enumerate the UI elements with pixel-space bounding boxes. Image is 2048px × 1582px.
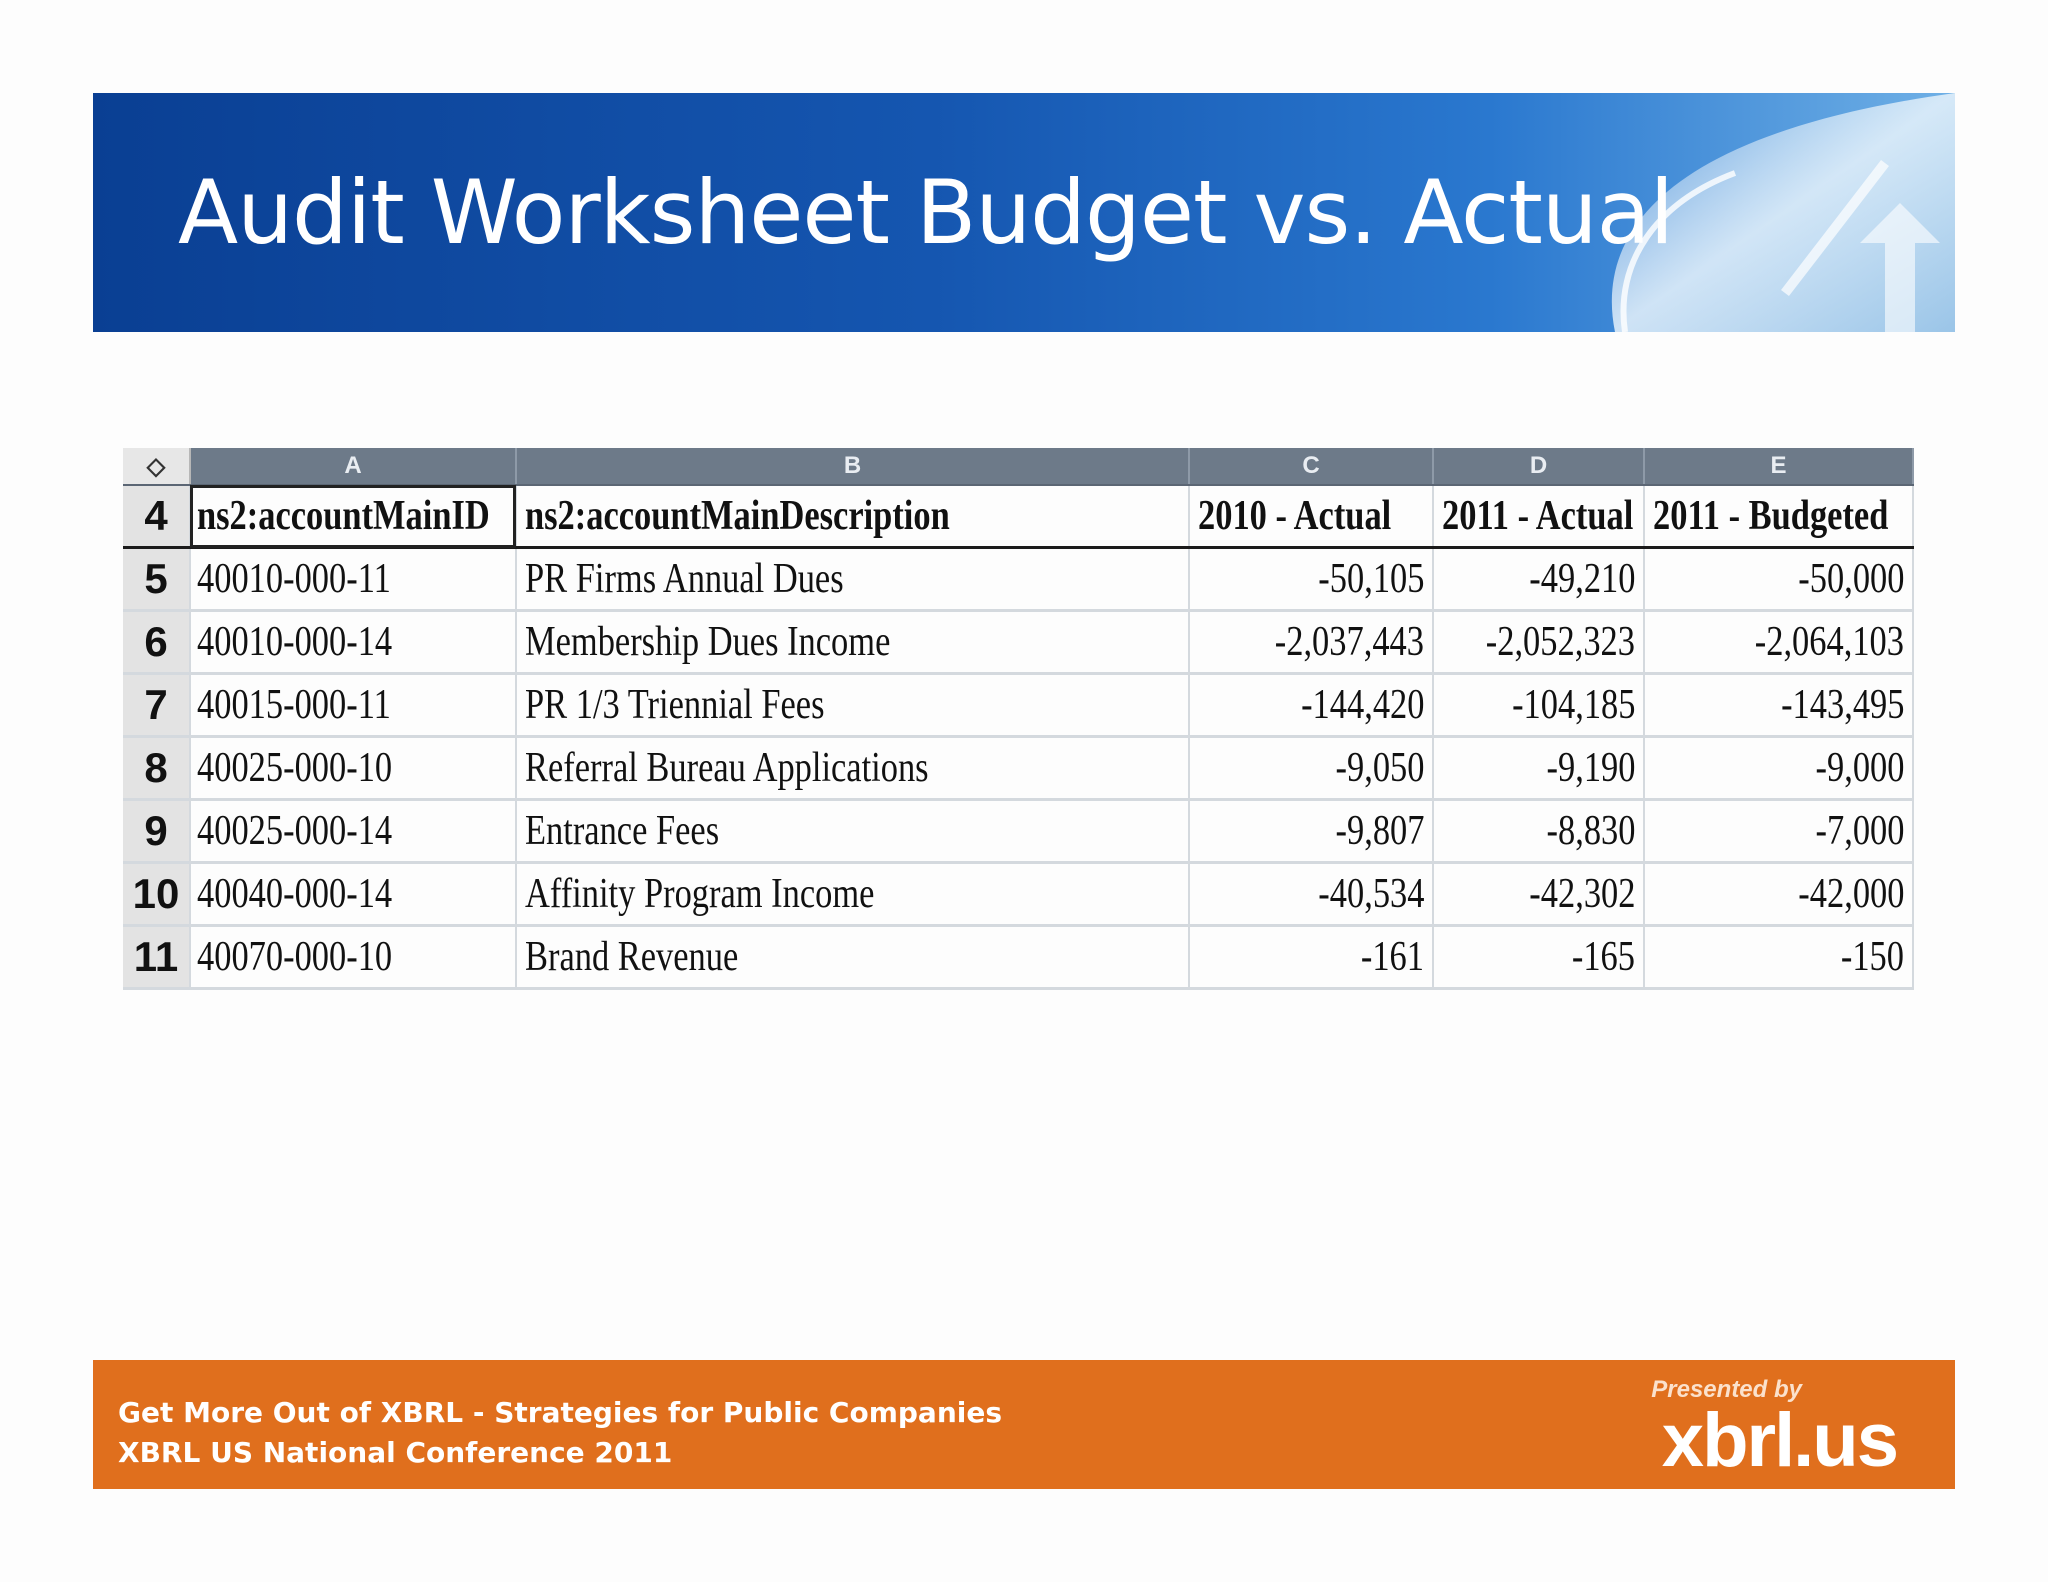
row-number[interactable]: 11: [123, 925, 191, 990]
diamond-icon: ◇: [146, 452, 166, 480]
slide-title: Audit Worksheet Budget vs. Actual: [178, 161, 1674, 264]
table-header-row: 4 ns2:accountMainID ns2:accountMainDescr…: [123, 485, 1914, 549]
table-row: 8 40025-000-10 Referral Bureau Applicati…: [123, 736, 1914, 801]
presented-by-label: Presented by: [1651, 1376, 1802, 1403]
row-number[interactable]: 5: [123, 547, 191, 612]
row-number[interactable]: 10: [123, 862, 191, 927]
footer-conference: XBRL US National Conference 2011: [118, 1436, 673, 1469]
row-number[interactable]: 9: [123, 799, 191, 864]
column-header-b[interactable]: B: [516, 448, 1190, 486]
table-row: 6 40010-000-14 Membership Dues Income -2…: [123, 610, 1914, 675]
cell-account-id[interactable]: 40015-000-11: [190, 673, 517, 738]
column-header-e[interactable]: E: [1644, 448, 1914, 486]
cell-2011-budgeted[interactable]: -7,000: [1644, 799, 1914, 864]
column-header-d[interactable]: D: [1433, 448, 1645, 486]
cell-2011-actual[interactable]: -104,185: [1433, 673, 1645, 738]
cell-description[interactable]: PR 1/3 Triennial Fees: [516, 673, 1190, 738]
header-cell-2011-actual[interactable]: 2011 - Actual: [1433, 485, 1645, 549]
road-graphic: [1611, 93, 1955, 332]
cell-2010-actual[interactable]: -50,105: [1189, 547, 1434, 612]
cell-2011-budgeted[interactable]: -150: [1644, 925, 1914, 990]
header-cell-2010-actual[interactable]: 2010 - Actual: [1189, 485, 1434, 549]
header-cell-account-id[interactable]: ns2:accountMainID: [190, 485, 517, 549]
cell-description[interactable]: PR Firms Annual Dues: [516, 547, 1190, 612]
cell-2010-actual[interactable]: -2,037,443: [1189, 610, 1434, 675]
column-header-a[interactable]: A: [190, 448, 517, 486]
table-row: 9 40025-000-14 Entrance Fees -9,807 -8,8…: [123, 799, 1914, 864]
table-row: 11 40070-000-10 Brand Revenue -161 -165 …: [123, 925, 1914, 990]
footer-bar: Get More Out of XBRL - Strategies for Pu…: [93, 1360, 1955, 1489]
cell-description[interactable]: Referral Bureau Applications: [516, 736, 1190, 801]
cell-description[interactable]: Entrance Fees: [516, 799, 1190, 864]
row-number[interactable]: 8: [123, 736, 191, 801]
cell-2011-actual[interactable]: -49,210: [1433, 547, 1645, 612]
cell-account-id[interactable]: 40010-000-14: [190, 610, 517, 675]
table-row: 10 40040-000-14 Affinity Program Income …: [123, 862, 1914, 927]
cell-2011-actual[interactable]: -8,830: [1433, 799, 1645, 864]
cell-account-id[interactable]: 40025-000-14: [190, 799, 517, 864]
cell-account-id[interactable]: 40040-000-14: [190, 862, 517, 927]
cell-2010-actual[interactable]: -9,050: [1189, 736, 1434, 801]
cell-2011-budgeted[interactable]: -50,000: [1644, 547, 1914, 612]
header-cell-2011-budgeted[interactable]: 2011 - Budgeted: [1644, 485, 1914, 549]
cell-2010-actual[interactable]: -161: [1189, 925, 1434, 990]
cell-account-id[interactable]: 40025-000-10: [190, 736, 517, 801]
footer-tagline: Get More Out of XBRL - Strategies for Pu…: [118, 1396, 1003, 1429]
cell-2011-budgeted[interactable]: -143,495: [1644, 673, 1914, 738]
cell-2010-actual[interactable]: -144,420: [1189, 673, 1434, 738]
cell-account-id[interactable]: 40070-000-10: [190, 925, 517, 990]
row-number[interactable]: 6: [123, 610, 191, 675]
spreadsheet: ◇ A B C D E 4 ns2:accountMainID ns2:acco…: [123, 448, 1914, 990]
cell-2011-actual[interactable]: -9,190: [1433, 736, 1645, 801]
cell-2010-actual[interactable]: -40,534: [1189, 862, 1434, 927]
cell-2011-actual[interactable]: -2,052,323: [1433, 610, 1645, 675]
cell-2011-budgeted[interactable]: -9,000: [1644, 736, 1914, 801]
column-header-c[interactable]: C: [1189, 448, 1434, 486]
header-cell-description[interactable]: ns2:accountMainDescription: [516, 485, 1190, 549]
cell-2011-actual[interactable]: -42,302: [1433, 862, 1645, 927]
row-number[interactable]: 4: [123, 485, 191, 549]
cell-description[interactable]: Brand Revenue: [516, 925, 1190, 990]
cell-2011-budgeted[interactable]: -2,064,103: [1644, 610, 1914, 675]
cell-description[interactable]: Affinity Program Income: [516, 862, 1190, 927]
table-row: 5 40010-000-11 PR Firms Annual Dues -50,…: [123, 547, 1914, 612]
cell-2010-actual[interactable]: -9,807: [1189, 799, 1434, 864]
title-banner: Audit Worksheet Budget vs. Actual: [93, 93, 1955, 332]
cell-account-id[interactable]: 40010-000-11: [190, 547, 517, 612]
row-number[interactable]: 7: [123, 673, 191, 738]
select-all-corner[interactable]: ◇: [123, 448, 191, 486]
table-row: 7 40015-000-11 PR 1/3 Triennial Fees -14…: [123, 673, 1914, 738]
xbrl-us-logo: xbrl.us: [1661, 1398, 1899, 1483]
cell-2011-budgeted[interactable]: -42,000: [1644, 862, 1914, 927]
cell-description[interactable]: Membership Dues Income: [516, 610, 1190, 675]
cell-2011-actual[interactable]: -165: [1433, 925, 1645, 990]
column-header-row: ◇ A B C D E: [123, 448, 1914, 486]
